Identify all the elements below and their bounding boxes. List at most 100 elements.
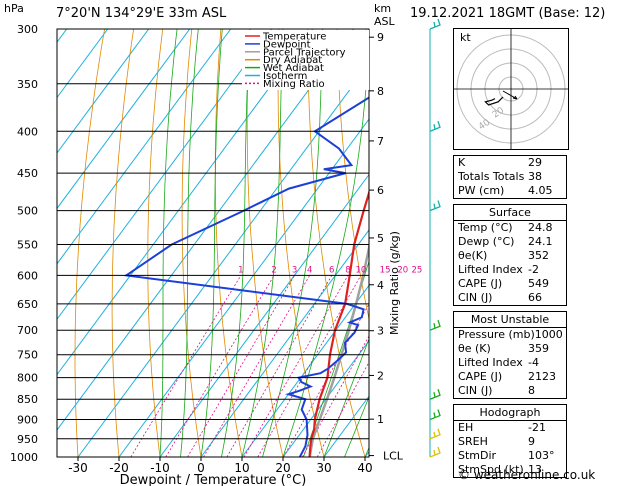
mixing-ratio-label: 2 xyxy=(271,265,276,275)
dry-adiabat xyxy=(111,29,134,457)
mixing-ratio-axis-label: Mixing Ratio (g/kg) xyxy=(388,231,401,335)
index-key: EH xyxy=(458,421,474,434)
km-unit: km xyxy=(374,2,392,15)
isotherm xyxy=(118,118,369,457)
mixing-ratio-line xyxy=(243,275,349,457)
index-row: CIN (J) 66 xyxy=(454,291,566,305)
index-value: 9 xyxy=(528,435,535,448)
pressure-tick-label: 300 xyxy=(17,23,38,36)
index-key: StmDir xyxy=(458,449,497,462)
km-tick-label: 4 xyxy=(377,279,384,292)
index-key: Pressure (mb) xyxy=(458,328,535,341)
km-tick-label: 7 xyxy=(377,135,384,148)
x-tick-label: -20 xyxy=(109,461,129,475)
mixing-ratio-label: 6 xyxy=(329,265,334,275)
index-value: -2 xyxy=(528,263,539,276)
index-row: Pressure (mb) 1000 xyxy=(454,328,566,342)
km-tick-label: 9 xyxy=(377,31,384,44)
index-value: 2123 xyxy=(528,370,556,383)
mixing-ratio-line xyxy=(226,275,333,457)
x-tick-label: -10 xyxy=(150,461,170,475)
hodograph-trace xyxy=(484,96,504,106)
pressure-tick-label: 550 xyxy=(17,238,38,251)
index-key: Temp (°C) xyxy=(458,221,513,234)
mixing-ratio-label: 25 xyxy=(411,265,422,275)
index-value: 13 xyxy=(528,463,542,476)
pressure-tick-label: 600 xyxy=(17,269,38,282)
index-key: Dewp (°C) xyxy=(458,235,515,248)
legend-background xyxy=(242,30,369,90)
index-value: 103° xyxy=(528,449,555,462)
mixing-ratio-line xyxy=(257,275,362,457)
mixing-ratio-label: 8 xyxy=(345,265,350,275)
datetime-title: 19.12.2021 18GMT (Base: 12) xyxy=(410,6,606,21)
dry-adiabat xyxy=(147,29,164,457)
index-value: 8 xyxy=(528,384,535,397)
pressure-tick-label: 450 xyxy=(17,167,38,180)
hodograph-panel: kt 20 40 xyxy=(453,28,569,150)
legend-entry: Parcel Trajectory xyxy=(263,47,346,58)
index-value: 24.8 xyxy=(528,221,553,234)
x-tick-label: 10 xyxy=(234,461,249,475)
index-value: 29 xyxy=(528,156,542,169)
index-row: Dewp (°C) 24.1 xyxy=(454,235,566,249)
index-key: PW (cm) xyxy=(458,184,505,197)
dry-adiabat xyxy=(214,29,243,457)
index-row: SREH 9 xyxy=(454,435,566,449)
pressure-tick-label: 800 xyxy=(17,372,38,385)
wind-barb xyxy=(429,446,441,458)
index-key: CAPE (J) xyxy=(458,370,503,383)
legend-entry: Temperature xyxy=(262,32,326,43)
index-key: SREH xyxy=(458,435,488,448)
plot-frame xyxy=(56,28,370,458)
index-row: CAPE (J) 2123 xyxy=(454,370,566,384)
wind-barb xyxy=(429,121,441,132)
mixing-ratio-line xyxy=(283,303,369,457)
x-tick-label: 0 xyxy=(197,461,205,475)
km-tick-label: 8 xyxy=(377,85,384,98)
isotherm xyxy=(77,62,369,457)
x-tick-label: -30 xyxy=(68,461,88,475)
dry-adiabat xyxy=(74,29,105,457)
mixing-ratio-label: 3 xyxy=(292,265,297,275)
km-tick-label: LCL xyxy=(383,450,404,463)
index-key: CIN (J) xyxy=(458,384,493,397)
pressure-tick-label: 950 xyxy=(17,433,38,446)
mixing-ratio-line xyxy=(187,275,295,457)
x-axis-label: Dewpoint / Temperature (°C) xyxy=(120,473,307,486)
box-title: Surface xyxy=(454,205,566,221)
isotherm xyxy=(241,284,369,457)
mixing-ratio-label: 15 xyxy=(380,265,391,275)
storm-motion-arrow xyxy=(502,90,518,100)
index-key: StmSpd (kt) xyxy=(458,463,524,476)
index-row: K 29 xyxy=(454,156,566,170)
isotherm xyxy=(200,229,369,457)
index-key: Lifted Index xyxy=(458,356,523,369)
index-value: -4 xyxy=(528,356,539,369)
isotherm xyxy=(57,29,314,376)
dry-adiabat xyxy=(277,29,325,457)
index-row: Totals Totals 38 xyxy=(454,170,566,184)
index-key: CIN (J) xyxy=(458,291,493,304)
mixing-ratio-label: 4 xyxy=(307,265,312,275)
mixing-ratio-label: 20 xyxy=(397,265,408,275)
pressure-tick-label: 700 xyxy=(17,324,38,337)
index-value: 4.05 xyxy=(528,184,553,197)
dewpoint-line xyxy=(123,49,369,457)
dry-adiabat xyxy=(599,29,629,457)
index-value: 549 xyxy=(528,277,549,290)
km-tick-label: 6 xyxy=(377,184,384,197)
isotherm xyxy=(282,339,369,457)
index-row: Lifted Index -4 xyxy=(454,356,566,370)
wet-adiabat xyxy=(323,337,369,457)
temperature-line xyxy=(308,189,369,457)
indices-top-box: K 29 Totals Totals 38 PW (cm) 4.05 xyxy=(453,155,567,199)
index-key: CAPE (J) xyxy=(458,277,503,290)
mixing-ratio-label: 10 xyxy=(355,265,366,275)
index-key: θe (K) xyxy=(458,342,491,355)
index-row: StmDir 103° xyxy=(454,449,566,463)
index-key: Lifted Index xyxy=(458,263,523,276)
legend-entry: Isotherm xyxy=(263,71,307,82)
box-title: Most Unstable xyxy=(454,312,566,328)
pressure-tick-label: 1000 xyxy=(10,451,38,464)
